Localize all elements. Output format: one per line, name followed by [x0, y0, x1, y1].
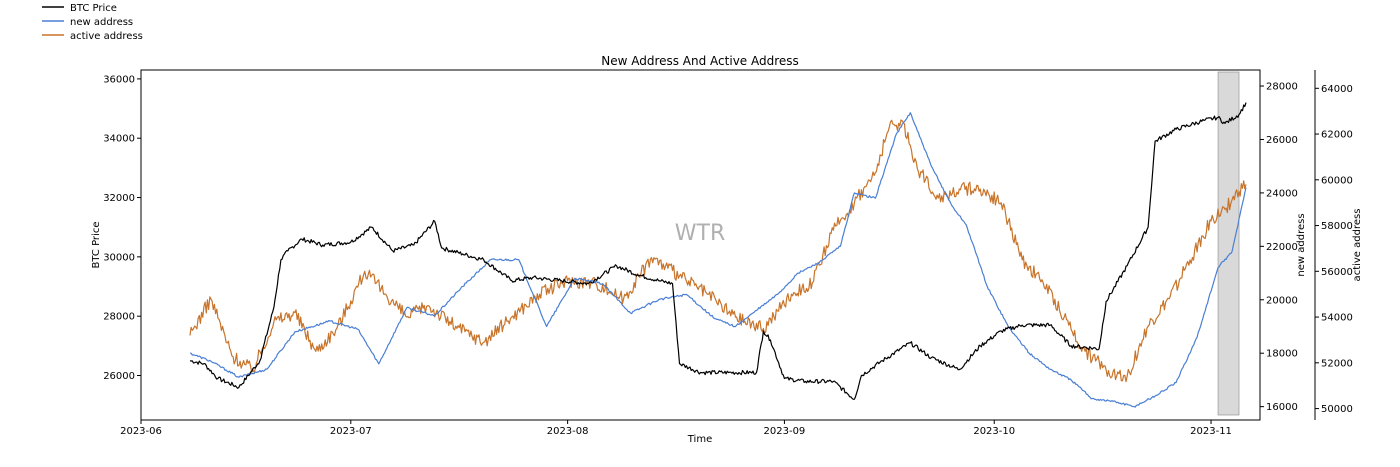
- active-address-tick-label: 56000: [1321, 267, 1353, 278]
- series-line-active-address: [189, 119, 1247, 383]
- series-line-btc-price: [189, 102, 1247, 400]
- ticks-layer: 2023-06 2023-07 2023-08 2023-09 2023-10 2023-…: [103, 74, 1353, 437]
- new-address-tick-label: 16000: [1266, 402, 1298, 413]
- active-address-tick-label: 52000: [1321, 358, 1353, 369]
- new-address-tick-label: 28000: [1266, 82, 1298, 93]
- active-address-tick-label: 50000: [1321, 404, 1353, 415]
- new-address-tick-label: 22000: [1266, 242, 1298, 253]
- watermark: WTR: [675, 221, 725, 246]
- x-axis-title: Time: [687, 434, 712, 445]
- series-line-new-address: [190, 112, 1247, 408]
- new-address-axis-title: new address: [1296, 213, 1307, 276]
- legend: BTC Price new address active address: [42, 3, 143, 42]
- plot-frame: [140, 69, 1261, 421]
- chart-title: New Address And Active Address: [601, 54, 799, 68]
- new-address-tick-label: 24000: [1266, 188, 1298, 199]
- active-address-tick-label: 62000: [1321, 130, 1353, 141]
- legend-label-new-address: new address: [70, 17, 133, 28]
- legend-label-active-address: active address: [70, 31, 143, 42]
- x-tick-label: 2023-07: [330, 426, 372, 437]
- new-address-tick-label: 20000: [1266, 295, 1298, 306]
- btc-price-axis-title: BTC Price: [91, 222, 102, 269]
- x-tick-label: 2023-11: [1190, 426, 1232, 437]
- new-address-tick-label: 18000: [1266, 349, 1298, 360]
- highlight-band: [1217, 71, 1240, 416]
- x-tick-label: 2023-09: [764, 426, 806, 437]
- active-address-tick-label: 54000: [1321, 313, 1353, 324]
- series-layer: [189, 102, 1247, 408]
- plot-area: [141, 70, 1260, 420]
- x-tick-label: 2023-08: [547, 426, 589, 437]
- active-address-tick-label: 60000: [1321, 175, 1353, 186]
- x-tick-label: 2023-10: [973, 426, 1015, 437]
- active-address-tick-label: 64000: [1321, 84, 1353, 95]
- new-address-tick-label: 26000: [1266, 135, 1298, 146]
- active-address-axis-title: active address: [1352, 209, 1363, 282]
- legend-label-btc-price: BTC Price: [70, 3, 117, 14]
- btc-price-tick-label: 32000: [103, 193, 135, 204]
- btc-price-tick-label: 30000: [103, 252, 135, 263]
- btc-price-tick-label: 26000: [103, 371, 135, 382]
- btc-price-tick-label: 34000: [103, 134, 135, 145]
- btc-price-tick-label: 28000: [103, 312, 135, 323]
- btc-price-tick-label: 36000: [103, 74, 135, 85]
- active-address-tick-label: 58000: [1321, 221, 1353, 232]
- x-tick-label: 2023-06: [120, 426, 162, 437]
